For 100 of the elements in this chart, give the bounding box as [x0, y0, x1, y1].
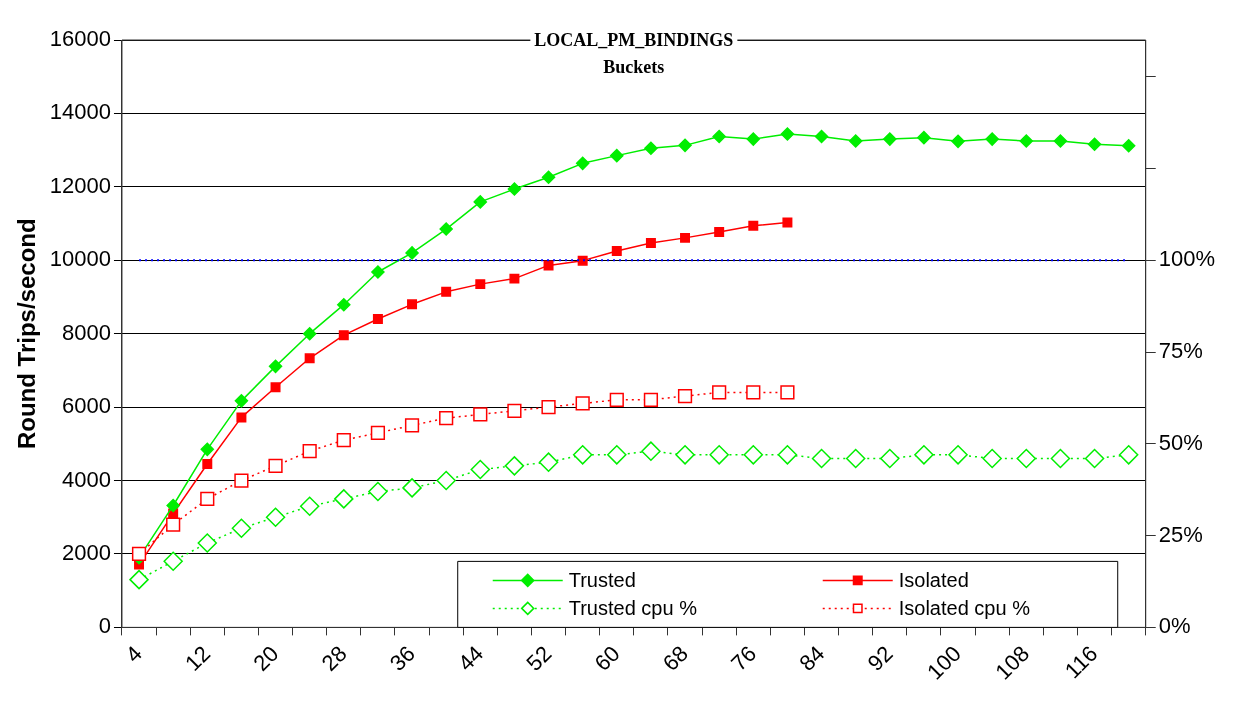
point — [265, 507, 286, 527]
y2-tick-label: 50% — [1158, 429, 1203, 455]
point — [336, 433, 351, 448]
point — [304, 353, 315, 364]
point — [131, 546, 147, 562]
legend-label: Trusted — [568, 568, 636, 591]
point — [234, 473, 249, 488]
point — [509, 273, 520, 284]
point — [714, 227, 725, 237]
point — [407, 299, 418, 310]
y-tick-label: 4000 — [62, 466, 111, 492]
point — [541, 400, 556, 415]
point — [473, 407, 488, 422]
point — [641, 441, 661, 461]
y2-tick-label: 25% — [1158, 521, 1203, 547]
x-tick-label: 100 — [922, 640, 966, 685]
point — [1084, 448, 1105, 469]
point — [202, 459, 213, 470]
x-tick-label: 44 — [453, 640, 489, 676]
point — [814, 129, 829, 144]
point — [883, 132, 897, 146]
point — [234, 394, 249, 408]
point — [268, 359, 283, 374]
point — [1019, 134, 1034, 148]
point — [777, 445, 798, 465]
point — [541, 170, 556, 185]
point — [337, 297, 351, 312]
point — [166, 517, 181, 532]
point — [917, 130, 931, 145]
point — [302, 444, 317, 459]
y-tick-label: 8000 — [62, 319, 111, 345]
point — [302, 326, 317, 341]
point — [470, 459, 491, 480]
point — [914, 445, 934, 465]
point — [371, 265, 385, 279]
y2-tick-label: 0% — [1158, 613, 1191, 639]
y2-tick-label: 100% — [1158, 246, 1216, 272]
point — [405, 246, 419, 260]
point — [575, 396, 590, 411]
point — [951, 134, 965, 149]
x-tick-label: 28 — [316, 640, 352, 676]
point — [709, 445, 729, 465]
y-axis-title: Round Trips/second — [13, 218, 41, 450]
point — [507, 403, 522, 418]
point — [200, 442, 215, 457]
point — [236, 412, 247, 423]
point — [166, 498, 180, 513]
chart-title: LOCAL_PM_BINDINGS — [534, 29, 734, 50]
point — [782, 217, 793, 228]
y2-tick-label: 75% — [1158, 338, 1203, 364]
x-tick-label: 108 — [990, 640, 1035, 685]
point — [200, 491, 215, 506]
point — [572, 445, 593, 465]
point — [1053, 134, 1068, 148]
point — [811, 448, 832, 469]
point — [575, 156, 590, 171]
point — [712, 129, 726, 144]
point — [404, 418, 420, 433]
point — [507, 182, 522, 196]
legend-label: Isolated cpu % — [898, 596, 1031, 619]
point — [1050, 448, 1071, 469]
legend-label: Isolated — [898, 568, 969, 591]
point — [982, 448, 1002, 469]
x-tick-label: 52 — [521, 640, 557, 676]
x-tick-label: 4 — [120, 640, 147, 668]
point — [678, 138, 692, 153]
y-tick-label: 10000 — [49, 246, 111, 272]
point — [475, 279, 486, 290]
point — [880, 448, 900, 469]
x-tick-label: 116 — [1059, 640, 1103, 684]
point — [677, 388, 693, 404]
point — [368, 481, 388, 502]
point — [268, 458, 283, 473]
point — [372, 314, 383, 324]
point — [402, 478, 422, 498]
point — [743, 445, 764, 465]
point — [746, 385, 761, 400]
point — [439, 222, 453, 236]
point — [645, 238, 656, 249]
point — [1016, 448, 1037, 469]
point — [985, 132, 999, 146]
point — [948, 445, 968, 465]
point — [680, 232, 691, 243]
point — [610, 148, 624, 163]
point — [848, 134, 863, 148]
point — [1087, 137, 1102, 152]
y-tick-label: 16000 — [49, 26, 111, 52]
point — [746, 132, 761, 146]
point — [644, 141, 658, 156]
point — [441, 286, 452, 297]
point — [780, 127, 795, 141]
point — [607, 445, 627, 465]
y-tick-label: 12000 — [49, 172, 111, 198]
x-tick-label: 68 — [657, 640, 693, 676]
point — [675, 445, 695, 465]
x-tick-label: 20 — [248, 640, 284, 676]
x-tick-label: 84 — [794, 640, 830, 676]
y-tick-label: 6000 — [62, 393, 111, 419]
point — [538, 452, 559, 472]
point — [577, 255, 588, 266]
